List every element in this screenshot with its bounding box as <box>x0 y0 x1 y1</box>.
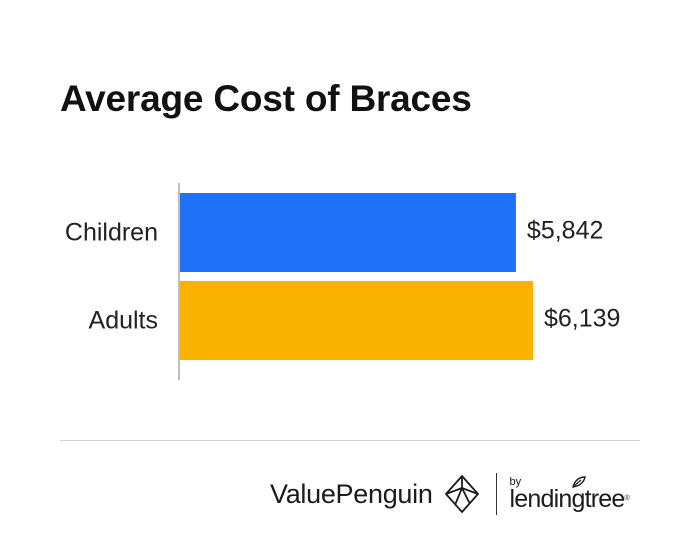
bar-chart: Children $5,842 Adults $6,139 <box>65 183 620 380</box>
by-label: by <box>509 475 522 488</box>
leaf-icon <box>571 475 586 493</box>
penguin-geometric-icon <box>443 474 481 514</box>
value-label-adults: $6,139 <box>544 305 620 333</box>
category-label-children: Children <box>65 219 158 247</box>
bar-children <box>180 193 516 272</box>
footer-divider <box>60 440 640 441</box>
valuepenguin-logo-text: ValuePenguin <box>270 478 433 509</box>
lendingtree-logo: by lendingtree® <box>509 475 630 513</box>
lendingtree-logo-text: lendingtree® <box>509 484 630 513</box>
footer-separator <box>495 473 497 515</box>
bar-adults <box>180 281 533 360</box>
value-label-children: $5,842 <box>527 217 603 245</box>
footer-branding: ValuePenguin by lendingtree® <box>270 470 630 518</box>
chart-title: Average Cost of Braces <box>60 78 472 119</box>
category-label-adults: Adults <box>89 307 158 335</box>
